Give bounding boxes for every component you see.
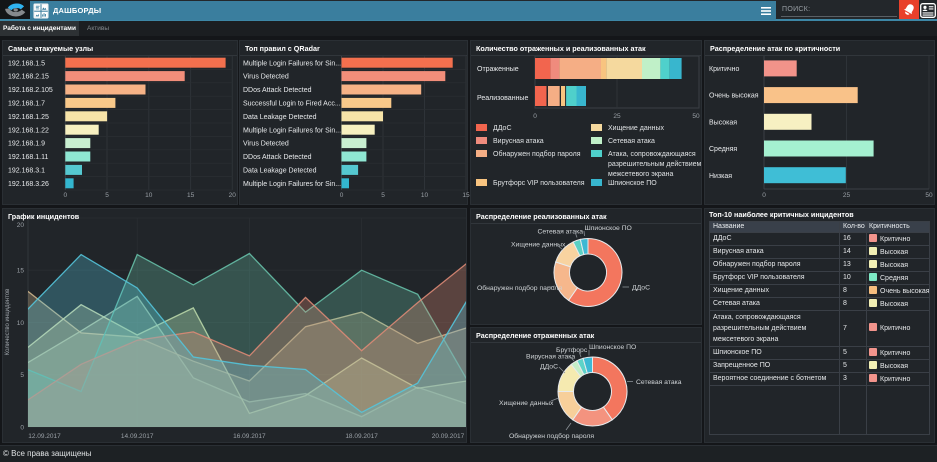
svg-text:Средняя: Средняя <box>709 146 737 153</box>
svg-text:14.09.2017: 14.09.2017 <box>121 433 154 440</box>
svg-text:Virus Detected: Virus Detected <box>243 141 289 148</box>
svg-text:Хищение данных: Хищение данных <box>499 400 554 407</box>
svg-text:Data Leakage Detected: Data Leakage Detected <box>243 168 317 175</box>
svg-text:Брутфорс: Брутфорс <box>556 347 588 354</box>
svg-text:Data Leakage Detected: Data Leakage Detected <box>243 114 317 121</box>
svg-text:5: 5 <box>105 192 109 199</box>
svg-text:192.168.1.5: 192.168.1.5 <box>8 60 45 67</box>
svg-text:Брутфорс VIP пользователя: Брутфорс VIP пользователя <box>493 180 585 187</box>
svg-text:192.168.3.1: 192.168.3.1 <box>8 168 45 175</box>
svg-text:Сетевая атака: Сетевая атака <box>538 229 584 236</box>
svg-text:Вирусная атака: Вирусная атака <box>526 354 575 361</box>
svg-text:15: 15 <box>462 192 470 199</box>
svg-text:192.168.3.26: 192.168.3.26 <box>8 181 49 188</box>
svg-text:15: 15 <box>187 192 195 199</box>
svg-text:192.168.1.25: 192.168.1.25 <box>8 114 49 121</box>
svg-text:Сетевая атака: Сетевая атака <box>636 379 682 386</box>
svg-text:Количество инцидентов: Количество инцидентов <box>5 289 11 356</box>
svg-text:20: 20 <box>17 222 25 229</box>
svg-text:Successful Login to Fired Acc.: Successful Login to Fired Acc... <box>243 101 341 108</box>
svg-text:Multiple Login Failures for Si: Multiple Login Failures for Sin... <box>243 60 341 67</box>
svg-text:Высокая: Высокая <box>709 119 737 126</box>
svg-text:Virus Detected: Virus Detected <box>243 74 289 81</box>
svg-text:192.168.2.15: 192.168.2.15 <box>8 74 49 81</box>
svg-text:Шпионское ПО: Шпионское ПО <box>585 225 632 232</box>
svg-text:50: 50 <box>692 113 700 120</box>
svg-text:192.168.1.11: 192.168.1.11 <box>8 154 48 161</box>
svg-text:Очень высокая: Очень высокая <box>709 93 759 100</box>
svg-text:Обнаружен подбор пароля: Обнаружен подбор пароля <box>509 432 594 440</box>
svg-text:15: 15 <box>17 268 25 275</box>
svg-text:Обнаружен подбор пароля: Обнаружен подбор пароля <box>477 284 562 292</box>
svg-text:DDos Attack Detected: DDos Attack Detected <box>243 154 312 161</box>
svg-text:192.168.1.7: 192.168.1.7 <box>8 101 45 108</box>
svg-text:Multiple Login Failures for Si: Multiple Login Failures for Sin... <box>243 127 341 134</box>
svg-text:192.168.1.22: 192.168.1.22 <box>8 127 49 134</box>
svg-text:0: 0 <box>20 424 24 431</box>
svg-text:192.168.2.105: 192.168.2.105 <box>8 87 53 94</box>
svg-text:12.09.2017: 12.09.2017 <box>28 433 61 440</box>
svg-text:20: 20 <box>229 192 237 199</box>
svg-text:20.09.2017: 20.09.2017 <box>432 433 465 440</box>
svg-text:Реализованные: Реализованные <box>477 95 528 102</box>
svg-text:5: 5 <box>381 192 385 199</box>
svg-text:10: 10 <box>17 320 25 327</box>
svg-text:Шпионское ПО: Шпионское ПО <box>589 344 636 351</box>
svg-text:0: 0 <box>762 192 766 199</box>
svg-text:Сетевая атака: Сетевая атака <box>608 138 655 145</box>
svg-text:5: 5 <box>20 372 24 379</box>
svg-text:Шпионское ПО: Шпионское ПО <box>608 180 657 187</box>
svg-text:Критично: Критично <box>709 66 740 73</box>
svg-text:Вирусная атака: Вирусная атака <box>493 138 544 145</box>
svg-text:Низкая: Низкая <box>709 173 732 180</box>
svg-text:10: 10 <box>145 192 153 199</box>
svg-text:Атака, сопровождающаяся: Атака, сопровождающаяся <box>608 151 696 158</box>
svg-text:18.09.2017: 18.09.2017 <box>345 433 378 440</box>
svg-text:Multiple Login Failures for Si: Multiple Login Failures for Sin... <box>243 181 341 188</box>
svg-text:Хищение данных: Хищение данных <box>511 242 566 249</box>
svg-text:Отраженные: Отраженные <box>477 66 519 73</box>
svg-text:Обнаружен подбор пароля: Обнаружен подбор пароля <box>493 150 581 158</box>
svg-text:ДДоС: ДДоС <box>632 285 650 292</box>
svg-text:16.09.2017: 16.09.2017 <box>233 433 266 440</box>
svg-text:ДДоС: ДДоС <box>540 364 558 371</box>
svg-text:0: 0 <box>63 192 67 199</box>
svg-text:25: 25 <box>843 192 851 199</box>
svg-text:25: 25 <box>613 113 621 120</box>
svg-text:межсетевого экрана: межсетевого экрана <box>608 171 674 178</box>
svg-text:DDos Attack Detected: DDos Attack Detected <box>243 87 312 94</box>
svg-text:50: 50 <box>925 192 933 199</box>
svg-text:10: 10 <box>421 192 429 199</box>
svg-text:0: 0 <box>533 113 537 120</box>
svg-text:192.168.1.9: 192.168.1.9 <box>8 141 45 148</box>
svg-text:ДДоС: ДДоС <box>493 125 512 132</box>
svg-text:Хищение данных: Хищение данных <box>608 125 665 132</box>
svg-text:0: 0 <box>340 192 344 199</box>
svg-text:разрешительным действием: разрешительным действием <box>608 160 701 168</box>
